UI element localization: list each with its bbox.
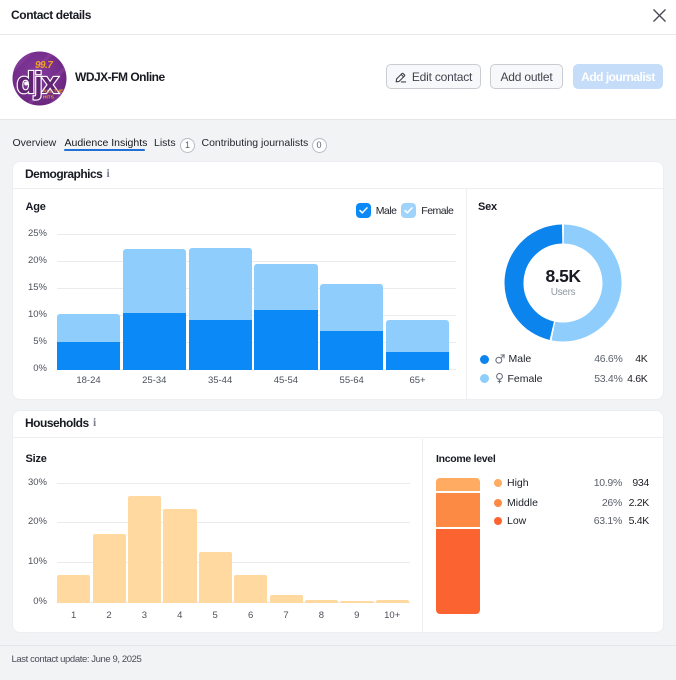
svg-text:99.7: 99.7 xyxy=(35,60,53,71)
svg-text:HITS: HITS xyxy=(43,95,55,101)
svg-text:djx: djx xyxy=(17,65,60,100)
svg-text:ALL THE: ALL THE xyxy=(43,89,64,95)
